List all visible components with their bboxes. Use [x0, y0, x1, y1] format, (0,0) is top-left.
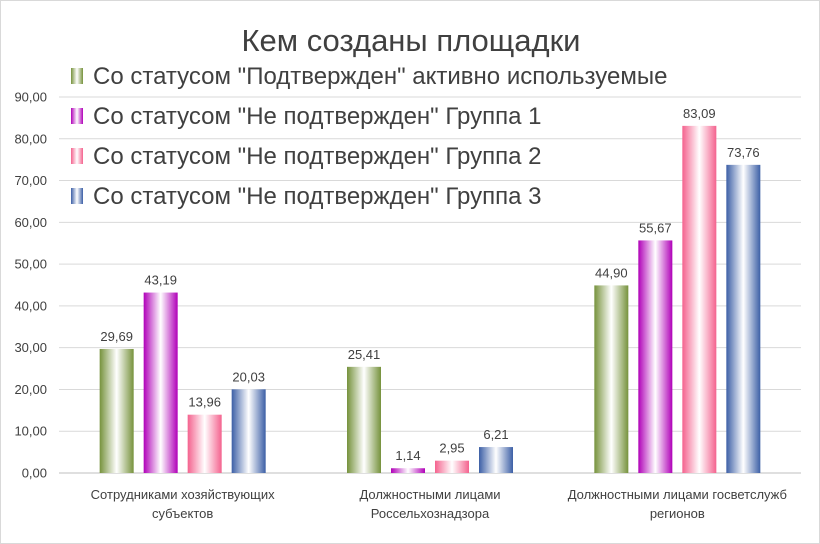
bar	[479, 447, 513, 473]
data-labels: 29,69 43,19 13,96 20,03 25,41 1,14 2,95 6,21 44,…	[100, 106, 759, 463]
y-tick-label: 0,00	[22, 466, 47, 481]
legend-swatch	[71, 188, 83, 204]
legend-entry: Со статусом "Не подтвержден" Группа 1	[93, 103, 541, 130]
legend-swatch	[71, 68, 83, 84]
bars	[99, 125, 761, 474]
data-label: 25,41	[348, 347, 381, 362]
data-label: 6,21	[483, 427, 508, 442]
y-tick-label: 10,00	[14, 424, 47, 439]
data-label: 20,03	[232, 369, 265, 384]
data-label: 73,76	[727, 145, 760, 160]
legend-swatch	[71, 148, 83, 164]
data-label: 43,19	[144, 273, 177, 288]
x-axis: Сотрудниками хозяйствующих субъектов Должн…	[91, 487, 787, 521]
bar	[347, 366, 381, 473]
legend-entry: Со статусом "Не подтвержден" Группа 2	[93, 143, 541, 170]
data-label: 83,09	[683, 106, 716, 121]
x-tick-label: Должностными лицами	[359, 487, 500, 502]
gridlines	[59, 96, 801, 474]
y-tick-label: 80,00	[14, 131, 47, 146]
y-tick-label: 70,00	[14, 173, 47, 188]
y-tick-label: 90,00	[14, 90, 47, 105]
data-label: 55,67	[639, 220, 672, 235]
x-tick-label: Должностными лицами госветслужб	[568, 487, 787, 502]
bar	[435, 460, 469, 473]
legend-entry: Со статусом "Не подтвержден" Группа 3	[93, 183, 541, 210]
bar	[638, 240, 673, 473]
x-tick-label: регионов	[650, 506, 705, 521]
data-label: 29,69	[100, 329, 133, 344]
bar	[143, 292, 178, 473]
x-tick-label: Сотрудниками хозяйствующих	[91, 487, 275, 502]
y-axis: 0,00 10,00 20,00 30,00 40,00 50,00 60,00 70,00 8…	[14, 90, 47, 481]
y-tick-label: 30,00	[14, 340, 47, 355]
bar	[99, 348, 134, 473]
chart-title: Кем созданы площадки	[241, 23, 580, 58]
legend-entry: Со статусом "Подтвержден" активно исполь…	[93, 63, 667, 90]
y-tick-label: 50,00	[14, 257, 47, 272]
legend: Со статусом "Подтвержден" активно исполь…	[71, 63, 667, 210]
bar	[594, 285, 629, 473]
data-label: 1,14	[395, 448, 420, 463]
bar	[391, 468, 425, 473]
y-tick-label: 60,00	[14, 215, 47, 230]
bar	[682, 125, 717, 474]
data-label: 2,95	[439, 441, 464, 456]
bar	[187, 414, 222, 473]
legend-swatch	[71, 108, 83, 124]
y-tick-label: 40,00	[14, 298, 47, 313]
y-tick-label: 20,00	[14, 382, 47, 397]
data-label: 44,90	[595, 265, 628, 280]
bar	[231, 389, 266, 473]
data-label: 13,96	[188, 395, 221, 410]
bar	[726, 164, 761, 473]
x-tick-label: Россельхознадзора	[371, 506, 490, 521]
x-tick-label: субъектов	[152, 506, 213, 521]
